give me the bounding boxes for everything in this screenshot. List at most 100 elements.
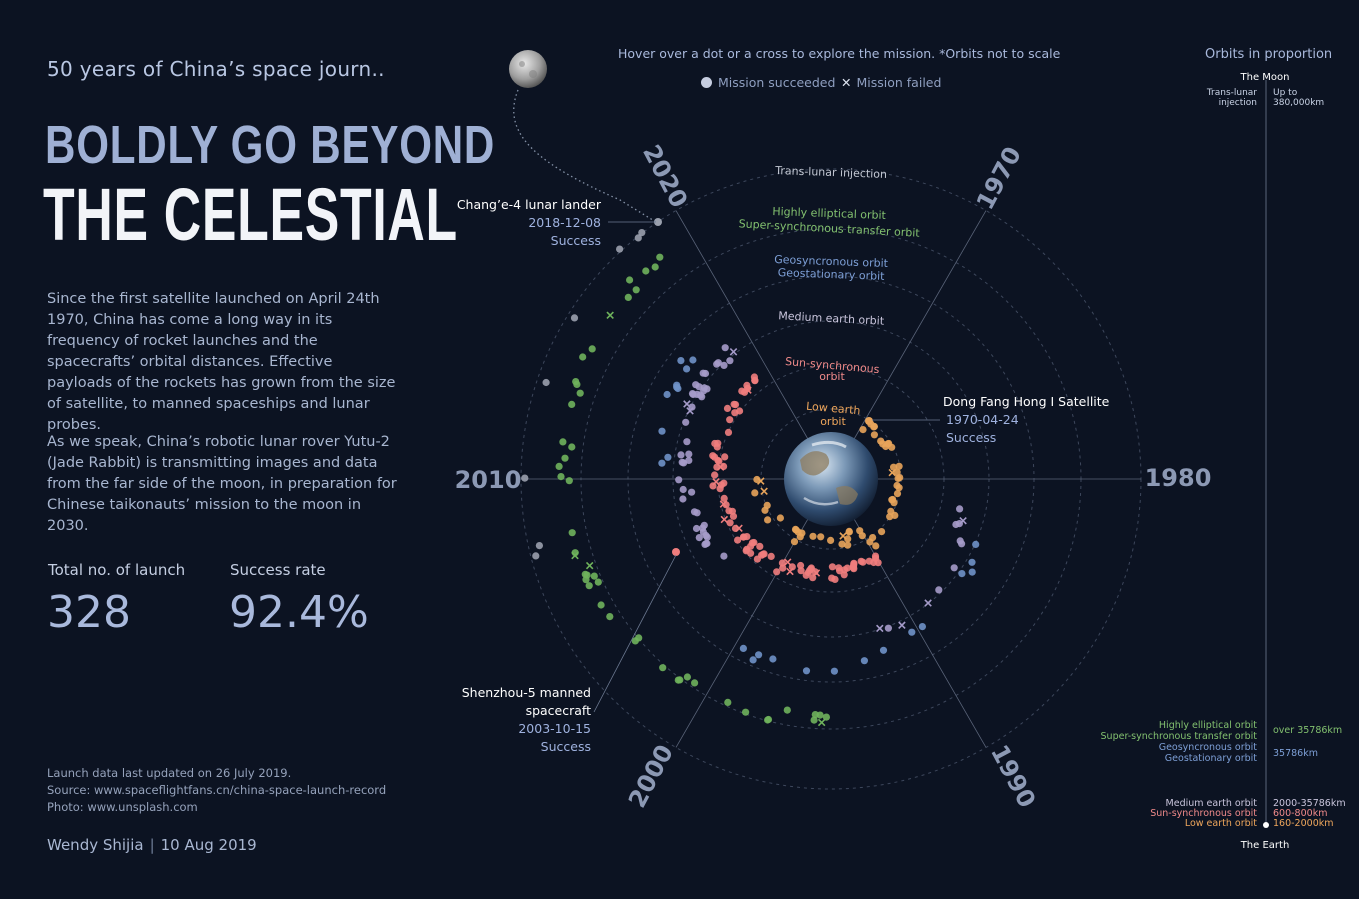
- mission-dot: [806, 566, 814, 575]
- mission-dot: [743, 381, 751, 389]
- mission-dot: [721, 453, 729, 461]
- legend-failed-label: Mission failed: [856, 75, 942, 90]
- failed-mission-stroke: [585, 561, 594, 570]
- mission-dot: [850, 565, 858, 573]
- mission-dot: [729, 512, 738, 520]
- year-label-1980: 1980: [1145, 464, 1212, 492]
- success-rate-value: 92.4%: [229, 587, 369, 638]
- legend-success-label: Mission succeeded: [718, 75, 836, 90]
- mission-dot: [683, 673, 692, 681]
- mission-dot: [730, 400, 738, 408]
- mission-dot: [753, 555, 762, 563]
- failed-mission-cross: [720, 515, 729, 524]
- success-dot-icon: [701, 77, 712, 88]
- mission-dot: [788, 563, 796, 571]
- failed-mission-stroke: [719, 500, 728, 508]
- mission-dot: [726, 357, 734, 365]
- publish-date: 10 Aug 2019: [160, 836, 257, 854]
- proportion-sso-transfer: Super-synchronous transfer orbit: [1101, 731, 1258, 742]
- mission-dot: [606, 613, 614, 621]
- legend-success: Mission succeeded: [701, 75, 835, 90]
- mission-dot: [616, 245, 624, 253]
- failed-mission-cross: [760, 487, 768, 496]
- mission-dot: [870, 422, 879, 431]
- mission-dot: [739, 644, 748, 653]
- mission-dot: [658, 459, 666, 467]
- mission-dot: [743, 545, 751, 554]
- proportion-geo-2: Geostationary orbit: [1165, 753, 1257, 764]
- proportion-tli-dist-2: 380,000km: [1273, 98, 1324, 108]
- proportion-meo: Medium earth orbit: [1166, 798, 1258, 809]
- mission-dot: [767, 552, 775, 561]
- mission-dot: [893, 481, 901, 490]
- mission-dot: [893, 468, 901, 476]
- annotation-dfh-date: 1970-04-24: [946, 412, 1019, 427]
- mission-dot-shenzhou5: [672, 548, 680, 556]
- proportion-sso: Sun-synchronous orbit: [1150, 808, 1257, 819]
- mission-dot: [685, 450, 693, 458]
- mission-dot: [828, 563, 837, 571]
- mission-dot: [720, 552, 728, 560]
- mission-dot: [682, 418, 690, 426]
- proportion-earth: The Earth: [1240, 840, 1290, 851]
- mission-dot: [579, 353, 587, 361]
- mission-dot: [675, 476, 683, 484]
- mission-dot: [764, 516, 772, 524]
- mission-dot: [843, 564, 851, 572]
- failed-mission-cross: [876, 624, 884, 633]
- failed-mission-stroke: [720, 515, 729, 524]
- mission-dot: [956, 537, 964, 545]
- mission-dot: [860, 657, 869, 665]
- mission-dot: [677, 451, 685, 459]
- intro-paragraph-2: As we speak, China’s robotic lunar rover…: [47, 434, 397, 534]
- mission-dot: [634, 234, 642, 242]
- mission-dot: [796, 533, 804, 541]
- mission-dot: [734, 536, 742, 544]
- mission-dot: [691, 679, 699, 687]
- page-subtitle: 50 years of China’s space journ..: [47, 57, 385, 81]
- orbit-label-low-earth: Low earth: [806, 400, 861, 418]
- mission-dot: [532, 552, 540, 560]
- mission-dot: [724, 428, 733, 436]
- mission-dot: [588, 345, 596, 353]
- mission-dot: [720, 361, 728, 369]
- mission-dot: [557, 473, 565, 481]
- mission-points: [521, 218, 980, 727]
- mission-dot: [750, 373, 759, 381]
- moon-icon: [509, 50, 547, 88]
- mission-dot: [827, 536, 835, 545]
- mission-dot: [713, 360, 721, 368]
- mission-dot: [572, 378, 580, 386]
- mission-dot: [561, 454, 569, 462]
- failed-mission-cross: [719, 500, 728, 508]
- mission-dot: [703, 385, 711, 393]
- mission-dot: [810, 716, 818, 724]
- mission-dot: [742, 708, 750, 716]
- mission-dot: [720, 494, 728, 502]
- mission-dot: [838, 540, 846, 548]
- mission-dot-change4: [654, 218, 662, 226]
- mission-dot: [748, 539, 757, 547]
- failed-mission-cross: [786, 567, 794, 576]
- proportion-sso-dist: 600-800km: [1273, 808, 1327, 819]
- mission-dot: [590, 572, 598, 580]
- failed-mission-stroke: [712, 478, 720, 486]
- failed-mission-stroke: [760, 487, 768, 496]
- title-line-1: BOLDLY GO BEYOND: [45, 115, 496, 175]
- mission-dot: [874, 559, 882, 567]
- failed-mission-stroke: [686, 407, 694, 415]
- failed-mission-cross: [686, 407, 694, 415]
- proportion-leo: Low earth orbit: [1185, 818, 1257, 829]
- mission-dot: [709, 452, 717, 460]
- mission-dot: [632, 286, 640, 294]
- annotation-shenzhou5-status: Success: [541, 739, 591, 754]
- orbit-label-geosynchronous: Geosyncronous orbit: [774, 253, 889, 270]
- mission-dot: [635, 634, 643, 642]
- mission-dot: [753, 475, 761, 484]
- failed-mission-stroke: [683, 400, 691, 408]
- legend-failed: ✕ Mission failed: [841, 75, 941, 90]
- mission-dot: [695, 534, 703, 542]
- mission-dot: [822, 713, 831, 721]
- mission-dot: [797, 567, 805, 575]
- orbit-label-geostationary: Geostationary orbit: [778, 266, 886, 283]
